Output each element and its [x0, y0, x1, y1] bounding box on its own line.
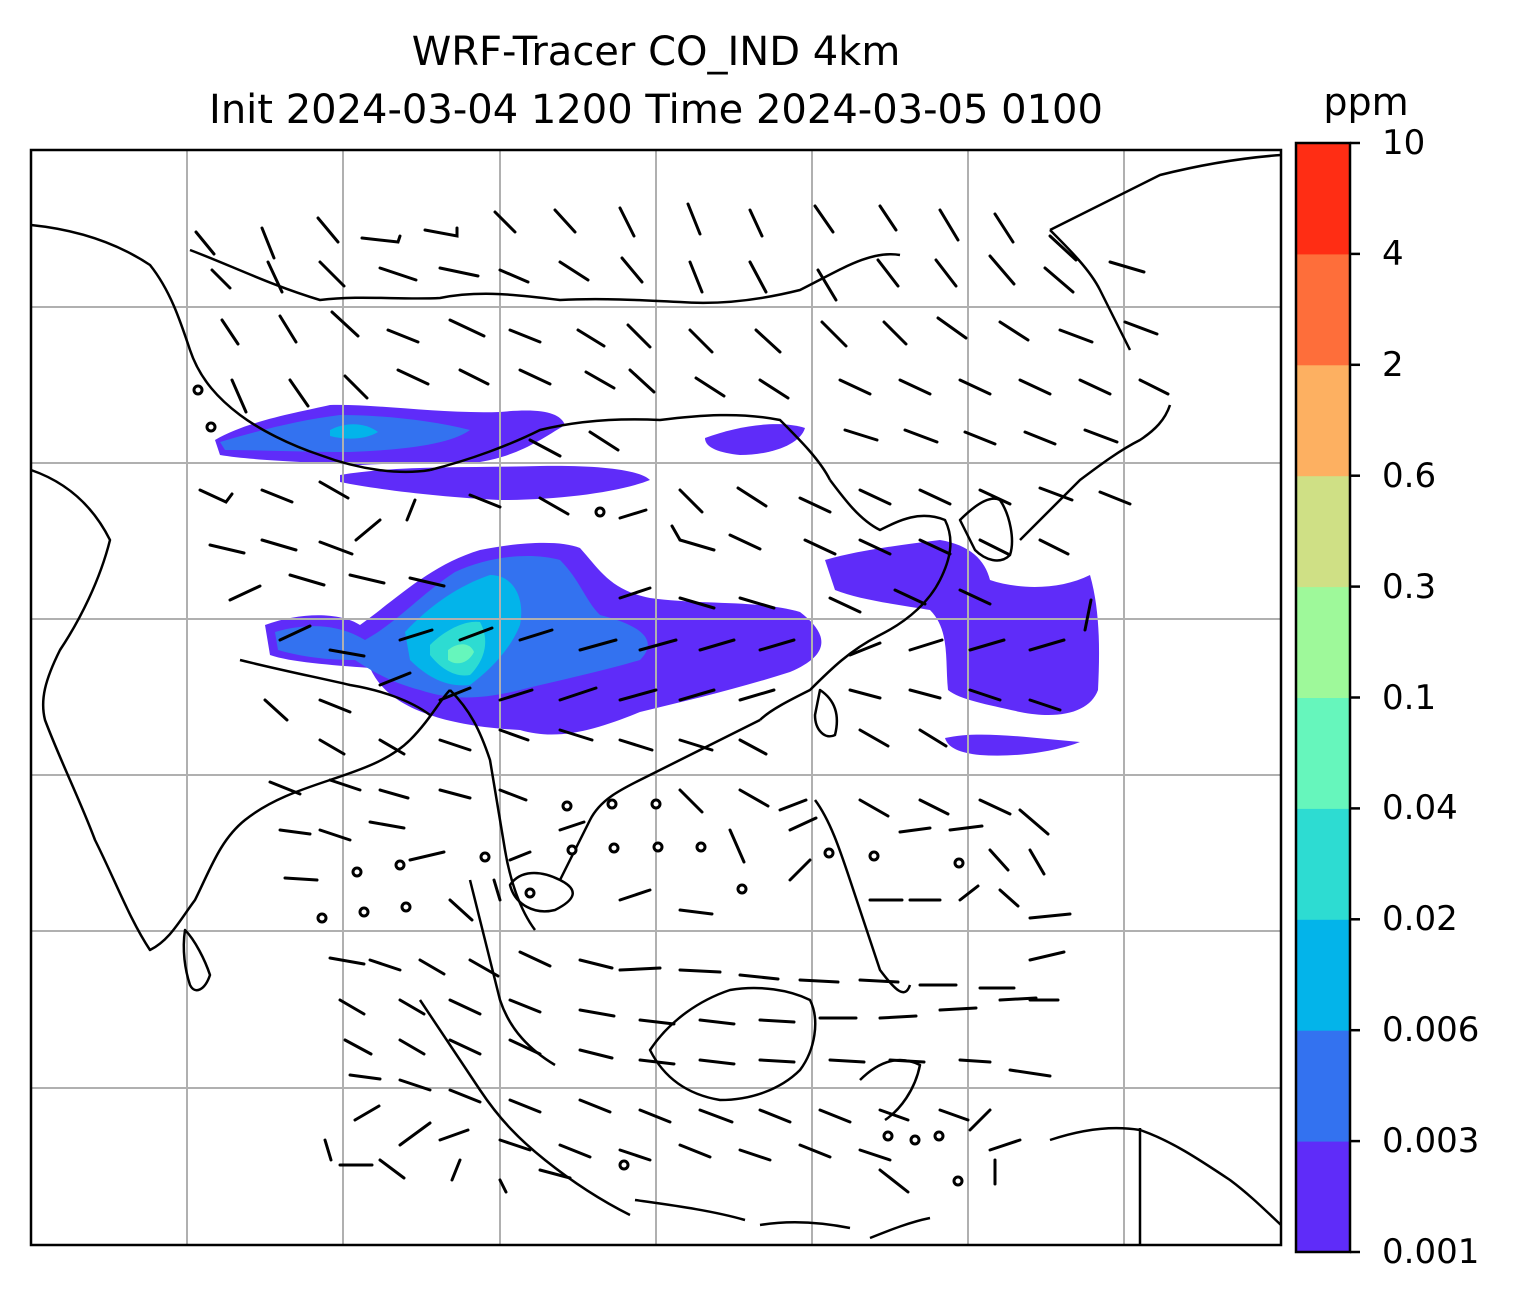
colorbar-tick-label: 10	[1382, 123, 1426, 163]
colorbar-tick-label: 0.3	[1382, 566, 1437, 607]
colorbar-segment	[1296, 475, 1350, 588]
colorbar-segment	[1296, 697, 1350, 809]
map-title-line1: WRF-Tracer CO_IND 4km	[411, 29, 901, 75]
plume-north-lower	[340, 465, 650, 500]
colorbar-segment	[1296, 586, 1350, 698]
colorbar-tick-label: 0.006	[1382, 1010, 1480, 1051]
colorbar-segment	[1296, 143, 1350, 255]
colorbar	[1294, 141, 1360, 1254]
plume-north-east	[705, 424, 805, 455]
map-title-line2: Init 2024-03-04 1200 Time 2024-03-05 010…	[209, 87, 1103, 133]
plume-central-peak	[448, 644, 474, 664]
colorbar-tick-label: 0.6	[1382, 455, 1437, 496]
colorbar-tick-label: 4	[1382, 233, 1404, 274]
coastlines	[30, 153, 1282, 1245]
colorbar-segment	[1296, 808, 1350, 920]
colorbar-tick-label: 0.02	[1382, 899, 1458, 940]
plume-east	[825, 540, 1100, 716]
colorbar-segment	[1296, 1030, 1350, 1142]
colorbar-segment	[1296, 364, 1350, 477]
plume-east-lower	[945, 734, 1080, 756]
calm-wind-circles	[192, 384, 965, 1187]
colorbar-tick-label: 0.003	[1382, 1121, 1480, 1162]
colorbar-segment	[1296, 919, 1350, 1031]
colorbar-tick-label: 2	[1382, 344, 1404, 385]
colorbar-segment	[1296, 1141, 1350, 1253]
wind-barbs	[194, 202, 1170, 1194]
map-frame	[29, 148, 1283, 1247]
colorbar-tick-label: 0.1	[1382, 677, 1437, 718]
colorbar-unit-label: ppm	[1323, 80, 1409, 124]
colorbar-segment	[1296, 253, 1350, 366]
colorbar-tick-label: 0.04	[1382, 788, 1458, 829]
colorbar-tick-label: 0.001	[1382, 1232, 1480, 1272]
